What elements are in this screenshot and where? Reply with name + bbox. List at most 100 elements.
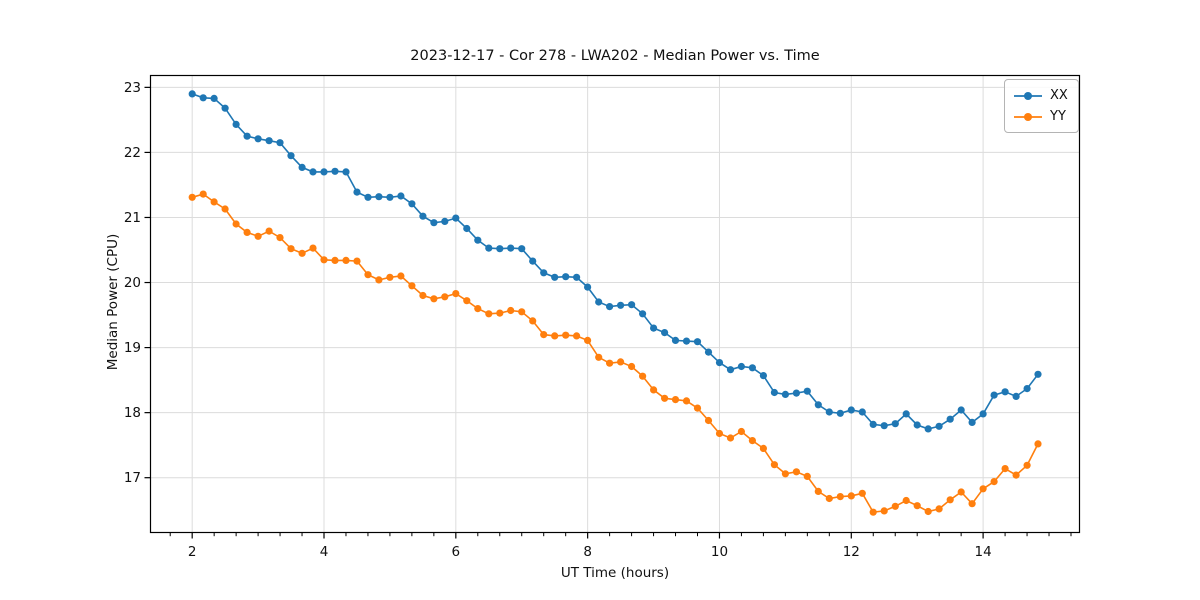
data-point-xx [353,188,361,196]
data-point-yy [562,331,570,339]
data-point-yy [957,488,965,496]
data-point-yy [287,245,295,253]
data-point-xx [551,273,559,281]
data-point-xx [924,425,932,433]
data-point-yy [364,271,372,279]
data-point-yy [243,228,251,236]
data-point-yy [880,507,888,515]
data-point-xx [342,168,350,176]
data-point-xx [254,135,262,143]
data-point-xx [968,418,976,426]
data-point-xx [606,303,614,311]
data-point-xx [979,410,987,418]
data-point-xx [474,236,482,244]
data-point-yy [441,293,449,301]
data-point-xx [221,104,229,112]
data-point-xx [485,244,493,252]
data-point-yy [759,444,768,452]
data-point-yy [814,487,822,495]
data-point-yy [584,336,592,344]
data-point-xx [792,389,801,397]
series-line-yy [191,193,1039,514]
data-point-xx [671,336,680,344]
data-point-yy [320,256,328,264]
data-point-xx [781,390,790,398]
data-point-xx [595,298,603,306]
data-point-yy [726,434,735,442]
data-point-yy [474,305,482,313]
y-axis-label: Median Power (CPU) [105,233,121,371]
data-point-yy [221,205,229,213]
data-point-xx [628,301,636,309]
data-point-yy [485,310,493,318]
data-point-yy [210,198,218,206]
data-point-yy [386,273,394,281]
legend-swatch-xx-icon [1014,91,1042,100]
data-point-yy [617,358,625,366]
data-point-xx [573,273,581,281]
data-point-yy [825,494,833,503]
data-point-yy [836,493,844,501]
data-point-xx [759,372,768,380]
data-point-xx [650,324,658,332]
data-point-yy [529,317,537,325]
data-point-xx [397,192,405,200]
data-point-xx [496,245,504,253]
data-point-yy [353,257,361,265]
data-point-xx [880,422,888,430]
data-point-yy [979,485,987,493]
data-point-yy [342,256,350,264]
data-point-xx [869,420,877,428]
data-point-xx [617,301,625,309]
data-point-xx [990,391,998,399]
data-point-xx [715,359,724,367]
data-point-xx [957,406,965,414]
axes-frame [149,74,1081,534]
data-point-xx [737,362,746,371]
data-point-xx [693,338,702,346]
data-point-yy [858,489,866,497]
data-point-xx [452,214,460,222]
data-point-yy [682,397,691,405]
data-point-yy [276,234,284,242]
data-point-xx [639,310,647,318]
data-point-xx [726,366,735,374]
data-point-xx [891,420,899,428]
x-tick-label: 6 [452,544,461,560]
data-point-xx [913,421,921,429]
data-point-xx [276,139,284,147]
data-point-yy [606,359,614,367]
data-point-yy [869,508,877,516]
data-point-yy [715,429,724,438]
data-point-xx [298,163,306,171]
data-point-xx [386,193,394,201]
data-point-yy [232,220,240,228]
data-point-yy [430,295,438,303]
data-point-xx [935,422,943,430]
data-point-yy [628,362,636,371]
data-point-yy [408,282,416,290]
data-point-yy [1012,471,1020,479]
data-point-xx [199,94,207,102]
data-point-yy [990,478,998,486]
data-point-yy [573,332,581,340]
data-point-yy [737,427,746,436]
data-point-xx [814,401,822,409]
data-point-xx [1012,392,1020,400]
data-point-xx [770,388,779,397]
data-point-xx [748,364,757,372]
data-point-xx [946,415,954,423]
data-point-xx [265,137,273,145]
data-point-yy [254,232,262,240]
legend-swatch-yy-icon [1014,112,1042,121]
data-point-xx [858,408,866,416]
data-point-xx [430,219,438,227]
x-tick-label: 8 [583,544,592,560]
y-tick-label: 22 [124,145,141,161]
data-point-yy [331,256,339,264]
legend-item-yy: YY [1013,106,1068,127]
data-point-yy [847,492,855,500]
data-point-yy [188,193,196,201]
data-point-yy [518,308,526,316]
data-point-yy [781,470,790,478]
